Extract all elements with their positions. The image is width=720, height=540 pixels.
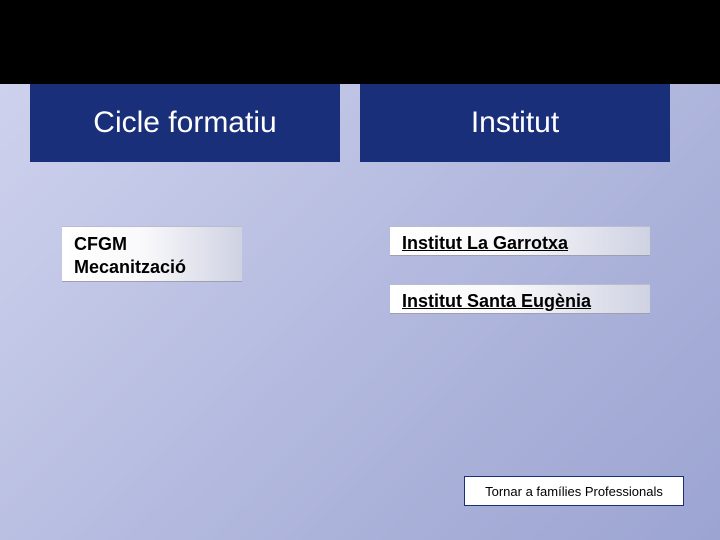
- back-button-label: Tornar a famílies Professionals: [485, 484, 663, 499]
- header-left: Cicle formatiu: [30, 84, 340, 162]
- top-black-band: [0, 0, 720, 84]
- header-left-text: Cicle formatiu: [93, 106, 276, 140]
- cycle-item-cfgm: CFGM Mecanització: [62, 226, 242, 282]
- header-right: Institut: [360, 84, 670, 162]
- header-right-text: Institut: [471, 106, 559, 140]
- cycle-item-line1: CFGM: [74, 234, 127, 254]
- institute-link-2-label: Institut Santa Eugènia: [402, 291, 591, 311]
- institute-link-1[interactable]: Institut La Garrotxa: [390, 226, 650, 256]
- cycle-item-line2: Mecanització: [74, 257, 186, 277]
- institute-link-2[interactable]: Institut Santa Eugènia: [390, 284, 650, 314]
- institute-link-1-label: Institut La Garrotxa: [402, 233, 568, 253]
- back-button[interactable]: Tornar a famílies Professionals: [464, 476, 684, 506]
